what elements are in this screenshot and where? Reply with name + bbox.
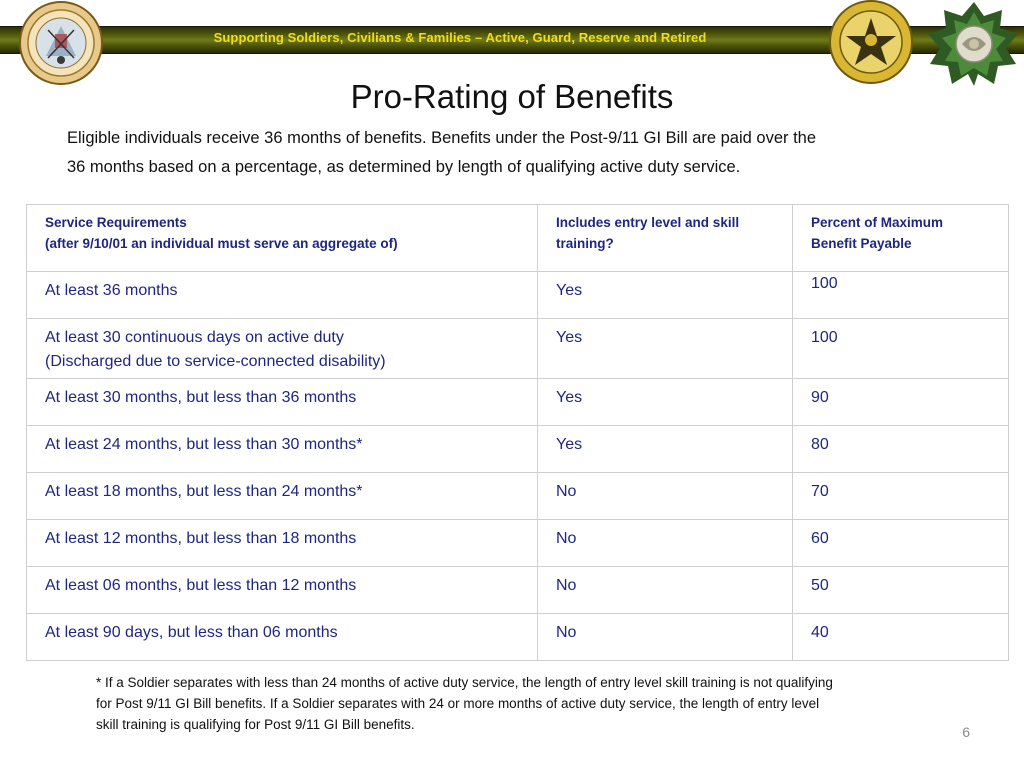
header-line: (after 9/10/01 an individual must serve … — [45, 236, 398, 251]
banner-text: Supporting Soldiers, Civilians & Familie… — [213, 30, 707, 45]
deputy-chief-of-staff-g1-seal — [829, 0, 913, 84]
service-cell: At least 18 months, but less than 24 mon… — [26, 472, 538, 520]
table-row: At least 18 months, but less than 24 mon… — [26, 472, 1009, 520]
percent-cell: 60 — [792, 519, 1009, 567]
header-line: Percent of Maximum — [811, 215, 944, 230]
table-header-row: Service Requirements (after 9/10/01 an i… — [26, 204, 1009, 272]
percent-cell: 50 — [792, 566, 1009, 614]
footnote: * If a Soldier separates with less than … — [96, 672, 968, 735]
intro-line: Eligible individuals receive 36 months o… — [67, 129, 817, 147]
slide-title: Pro-Rating of Benefits — [350, 78, 674, 115]
table-row: At least 30 months, but less than 36 mon… — [26, 378, 1009, 426]
table-row: At least 90 days, but less than 06 month… — [26, 613, 1009, 661]
service-cell: At least 30 continuous days on active du… — [26, 318, 538, 379]
table-row: At least 06 months, but less than 12 mon… — [26, 566, 1009, 614]
benefits-table: Service Requirements (after 9/10/01 an i… — [26, 204, 1009, 661]
header-line: Benefit Payable — [811, 236, 912, 251]
service-line: (Discharged due to service-connected dis… — [45, 353, 386, 370]
header-service-requirements: Service Requirements (after 9/10/01 an i… — [26, 204, 538, 272]
service-cell: At least 30 months, but less than 36 mon… — [26, 378, 538, 426]
header-line: Includes entry level and skill — [556, 215, 740, 230]
service-cell: At least 36 months — [26, 271, 538, 319]
department-of-the-army-seal — [19, 1, 103, 85]
table-row: At least 36 months Yes 100 — [26, 271, 1009, 319]
percent-cell: 90 — [792, 378, 1009, 426]
header-line: training? — [556, 236, 614, 251]
table-row: At least 12 months, but less than 18 mon… — [26, 519, 1009, 567]
percent-cell: 70 — [792, 472, 1009, 520]
training-cell: Yes — [537, 425, 793, 473]
table-row: At least 24 months, but less than 30 mon… — [26, 425, 1009, 473]
service-cell: At least 90 days, but less than 06 month… — [26, 613, 538, 661]
intro-line: 36 months based on a percentage, as dete… — [67, 158, 741, 176]
training-cell: No — [537, 472, 793, 520]
training-cell: Yes — [537, 378, 793, 426]
header-entry-level-training: Includes entry level and skill training? — [537, 204, 793, 272]
intro-paragraph: Eligible individuals receive 36 months o… — [67, 124, 967, 182]
service-cell: At least 24 months, but less than 30 mon… — [26, 425, 538, 473]
training-cell: No — [537, 519, 793, 567]
training-cell: Yes — [537, 318, 793, 379]
page-number: 6 — [962, 724, 970, 740]
header-line: Service Requirements — [45, 215, 187, 230]
footnote-line: * If a Soldier separates with less than … — [96, 675, 833, 690]
percent-cell: 100 — [792, 271, 1009, 319]
header-percent-benefit: Percent of Maximum Benefit Payable — [792, 204, 1009, 272]
training-cell: Yes — [537, 271, 793, 319]
footnote-line: skill training is qualifying for Post 9/… — [96, 717, 415, 732]
table-row: At least 30 continuous days on active du… — [26, 318, 1009, 379]
percent-cell: 40 — [792, 613, 1009, 661]
general-staff-insignia — [928, 2, 1018, 86]
service-cell: At least 12 months, but less than 18 mon… — [26, 519, 538, 567]
percent-cell: 80 — [792, 425, 1009, 473]
percent-cell: 100 — [792, 318, 1009, 379]
service-cell: At least 06 months, but less than 12 mon… — [26, 566, 538, 614]
training-cell: No — [537, 613, 793, 661]
footnote-line: for Post 9/11 GI Bill benefits. If a Sol… — [96, 696, 820, 711]
training-cell: No — [537, 566, 793, 614]
service-line: At least 30 continuous days on active du… — [45, 329, 344, 346]
